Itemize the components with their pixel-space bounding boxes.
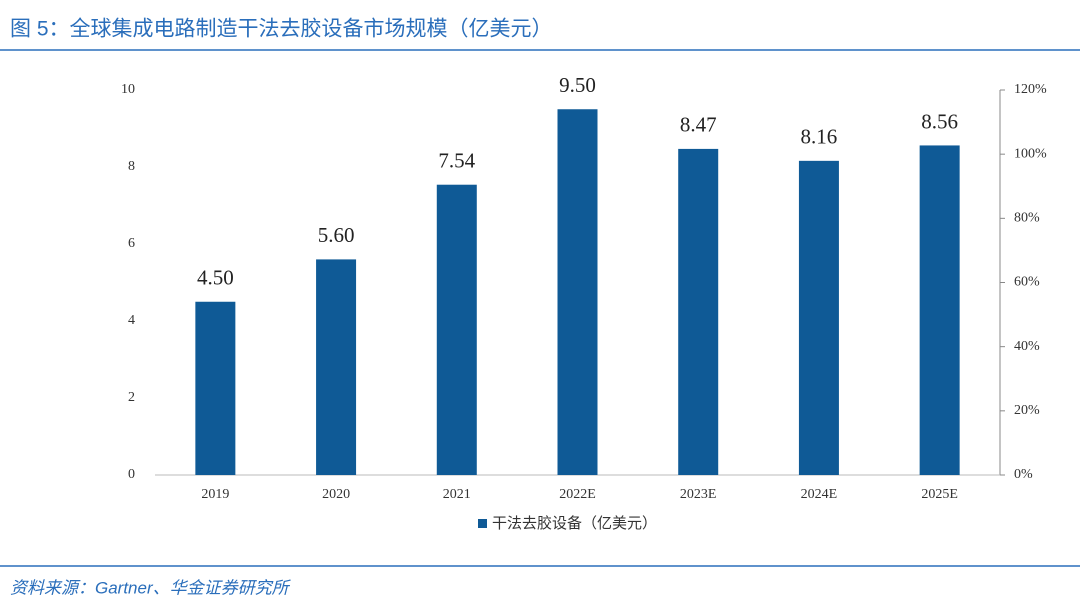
x-tick-label: 2025E bbox=[921, 487, 958, 502]
x-tick-label: 2022E bbox=[559, 487, 596, 502]
x-tick-label: 2020 bbox=[322, 487, 350, 502]
y2-tick-label: 40% bbox=[1014, 339, 1040, 354]
x-tick-label: 2023E bbox=[680, 487, 717, 502]
y2-tick-label: 100% bbox=[1014, 146, 1047, 161]
y2-tick-label: 120% bbox=[1014, 82, 1047, 97]
y-tick-label: 2 bbox=[128, 390, 135, 405]
y2-tick-label: 60% bbox=[1014, 275, 1040, 290]
chart-title: 图 5：全球集成电路制造干法去胶设备市场规模（亿美元） bbox=[10, 18, 553, 41]
source-note: 资料来源：Gartner、华金证券研究所 bbox=[10, 578, 292, 597]
bar bbox=[557, 109, 598, 475]
value-label: 8.56 bbox=[921, 109, 958, 133]
bar bbox=[316, 259, 357, 475]
y-tick-label: 0 bbox=[128, 467, 135, 482]
y-tick-label: 6 bbox=[128, 236, 135, 251]
bar bbox=[678, 148, 719, 475]
value-label: 8.47 bbox=[680, 113, 717, 137]
y2-tick-label: 0% bbox=[1014, 467, 1033, 482]
bar bbox=[919, 145, 960, 475]
y-tick-label: 10 bbox=[121, 82, 135, 97]
legend-label: 干法去胶设备（亿美元） bbox=[492, 515, 657, 532]
bar bbox=[798, 160, 839, 475]
value-label: 9.50 bbox=[559, 73, 596, 97]
value-label: 8.16 bbox=[801, 125, 838, 149]
value-label: 4.50 bbox=[197, 266, 234, 290]
x-tick-label: 2021 bbox=[443, 487, 471, 502]
bar bbox=[195, 301, 236, 475]
value-label: 5.60 bbox=[318, 223, 355, 247]
y2-tick-label: 80% bbox=[1014, 211, 1040, 226]
y2-tick-label: 20% bbox=[1014, 403, 1040, 418]
x-tick-label: 2019 bbox=[201, 487, 229, 502]
x-tick-label: 2024E bbox=[801, 487, 838, 502]
bar bbox=[436, 184, 477, 475]
y-tick-label: 8 bbox=[128, 159, 135, 174]
value-label: 7.54 bbox=[438, 149, 475, 173]
legend-swatch bbox=[478, 519, 487, 528]
y-tick-label: 4 bbox=[128, 313, 135, 328]
